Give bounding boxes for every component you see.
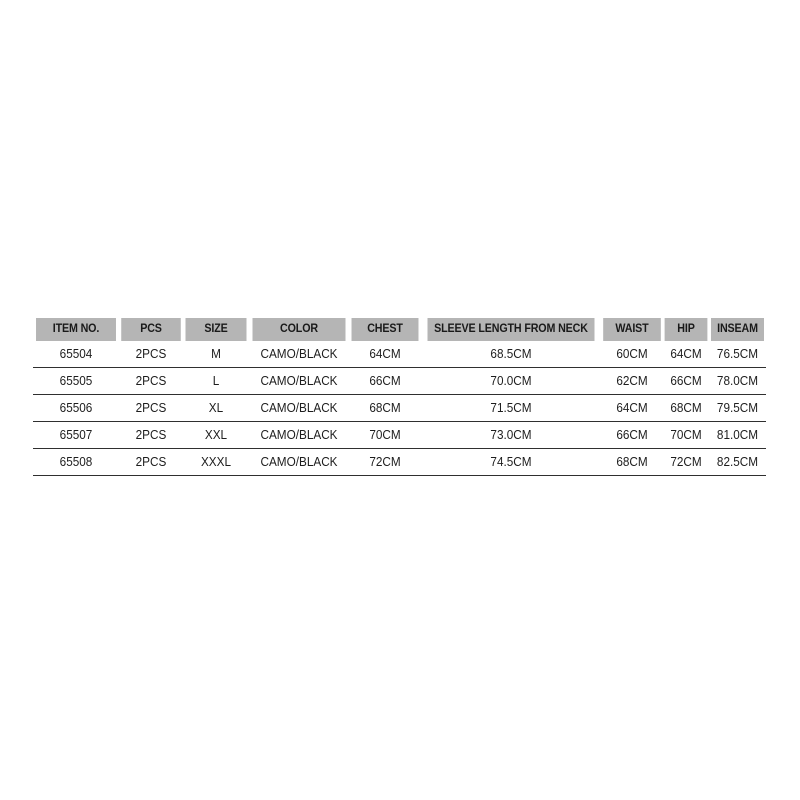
cell-color: CAMO/BLACK — [252, 341, 346, 368]
cell-sleeve-length: 73.0CM — [426, 421, 596, 449]
cell-size: M — [184, 341, 248, 368]
cell-waist: 62CM — [602, 367, 662, 395]
cell-pcs: 2PCS — [120, 394, 182, 422]
cell-pcs: 2PCS — [120, 341, 182, 368]
cell-size: XXXL — [184, 448, 248, 476]
cell-pcs: 2PCS — [120, 421, 182, 449]
cell-inseam: 79.5CM — [710, 394, 765, 422]
cell-pcs: 2PCS — [120, 448, 182, 476]
cell-size: L — [184, 367, 248, 395]
cell-hip: 66CM — [664, 367, 708, 395]
cell-chest: 68CM — [351, 394, 419, 422]
table-row: 65506 2PCS XL CAMO/BLACK 68CM 71.5CM 64C… — [33, 394, 766, 422]
cell-color: CAMO/BLACK — [252, 394, 346, 422]
cell-size: XL — [184, 394, 248, 422]
cell-pcs: 2PCS — [120, 367, 182, 395]
cell-hip: 68CM — [664, 394, 708, 422]
cell-hip: 70CM — [664, 421, 708, 449]
cell-sleeve-length: 70.0CM — [426, 367, 596, 395]
cell-hip: 64CM — [664, 341, 708, 368]
cell-hip: 72CM — [664, 448, 708, 476]
table-row: 65508 2PCS XXXL CAMO/BLACK 72CM 74.5CM 6… — [33, 448, 766, 476]
table-row: 65505 2PCS L CAMO/BLACK 66CM 70.0CM 62CM… — [33, 367, 766, 395]
cell-inseam: 76.5CM — [710, 341, 765, 368]
cell-sleeve-length: 74.5CM — [426, 448, 596, 476]
cell-item-no: 65506 — [35, 394, 117, 422]
cell-color: CAMO/BLACK — [252, 448, 346, 476]
cell-sleeve-length: 71.5CM — [426, 394, 596, 422]
cell-waist: 60CM — [602, 341, 662, 368]
cell-item-no: 65508 — [35, 448, 117, 476]
table-row: 65507 2PCS XXL CAMO/BLACK 70CM 73.0CM 66… — [33, 421, 766, 449]
cell-color: CAMO/BLACK — [252, 367, 346, 395]
column-header-chest: CHEST — [351, 318, 419, 341]
column-header-inseam: INSEAM — [710, 318, 765, 341]
column-header-item-no: ITEM NO. — [36, 318, 116, 341]
column-header-pcs: PCS — [121, 318, 181, 341]
cell-item-no: 65505 — [35, 367, 117, 395]
size-chart-table: ITEM NO. PCS SIZE COLOR CHEST SLEEVE LEN… — [33, 318, 766, 476]
table-header-row: ITEM NO. PCS SIZE COLOR CHEST SLEEVE LEN… — [33, 318, 766, 341]
cell-size: XXL — [184, 421, 248, 449]
cell-color: CAMO/BLACK — [252, 421, 346, 449]
cell-sleeve-length: 68.5CM — [426, 341, 596, 368]
cell-inseam: 82.5CM — [710, 448, 765, 476]
cell-item-no: 65507 — [35, 421, 117, 449]
column-header-sleeve-length: SLEEVE LENGTH FROM NECK — [427, 318, 595, 341]
table-body: 65504 2PCS M CAMO/BLACK 64CM 68.5CM 60CM… — [33, 341, 766, 476]
table-header: ITEM NO. PCS SIZE COLOR CHEST SLEEVE LEN… — [33, 318, 766, 341]
cell-chest: 70CM — [351, 421, 419, 449]
cell-chest: 72CM — [351, 448, 419, 476]
column-header-hip: HIP — [664, 318, 708, 341]
table-row: 65504 2PCS M CAMO/BLACK 64CM 68.5CM 60CM… — [33, 341, 766, 368]
column-header-color: COLOR — [252, 318, 346, 341]
cell-inseam: 78.0CM — [710, 367, 765, 395]
cell-inseam: 81.0CM — [710, 421, 765, 449]
cell-chest: 64CM — [351, 341, 419, 368]
cell-chest: 66CM — [351, 367, 419, 395]
cell-waist: 68CM — [602, 448, 662, 476]
cell-waist: 64CM — [602, 394, 662, 422]
column-header-size: SIZE — [185, 318, 247, 341]
column-header-waist: WAIST — [603, 318, 661, 341]
cell-waist: 66CM — [602, 421, 662, 449]
cell-item-no: 65504 — [35, 341, 117, 368]
